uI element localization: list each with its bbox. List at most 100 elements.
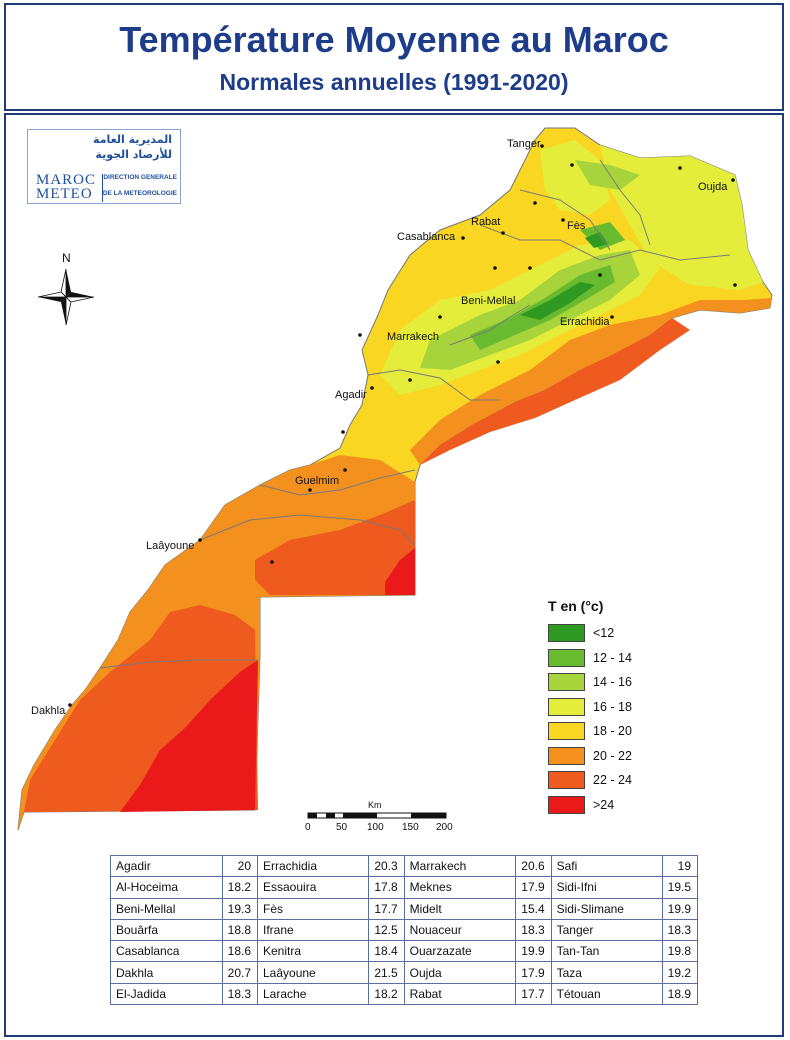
station-name-cell: Sidi-Slimane xyxy=(550,897,663,920)
station-name-cell: Ifrane xyxy=(256,918,370,942)
station-name-cell: El-Jadida xyxy=(110,982,223,1006)
city-label-laayoune: Laâyoune xyxy=(146,540,195,552)
scale-tick: 0 xyxy=(305,822,311,833)
city-label-rabat: Rabat xyxy=(471,216,501,228)
station-name-cell: Al-Hoceima xyxy=(110,876,223,899)
station-name-cell: Kenitra xyxy=(256,940,370,963)
station-name-cell: Errachidia xyxy=(256,854,370,878)
legend-swatch xyxy=(548,648,585,667)
station-value-cell: 17.9 xyxy=(515,876,552,899)
station-name-cell: Fès xyxy=(256,897,370,920)
zone-below-12-atlas xyxy=(520,282,595,320)
station-value-cell: 18.3 xyxy=(515,918,552,942)
city-label-oujda: Oujda xyxy=(698,181,728,193)
legend-label: <12 xyxy=(593,626,615,640)
legend-label: >24 xyxy=(593,797,615,812)
logo-brand-maroc: MAROC xyxy=(36,172,97,188)
logo-arabic-line2: للأرصاد الجوية xyxy=(95,148,172,161)
legend-item: 22 - 24 xyxy=(548,771,698,791)
station-value-cell: 19.9 xyxy=(661,897,699,920)
legend-label: 18 - 20 xyxy=(593,724,632,738)
station-name-cell: Sidi-Ifni xyxy=(550,876,663,899)
zone-below-12-ifrane xyxy=(585,232,608,248)
zone-14-16-rif xyxy=(575,160,640,190)
station-value-cell: 18.3 xyxy=(661,918,699,942)
station-value-cell: 17.8 xyxy=(368,876,405,899)
station-name-cell: Tanger xyxy=(550,918,663,942)
header-panel: Température Moyenne au Maroc Normales an… xyxy=(4,3,784,111)
station-value-cell: 19.8 xyxy=(661,940,699,963)
station-value-cell: 20.3 xyxy=(368,854,405,878)
station-name-cell: Meknes xyxy=(403,876,517,899)
scale-bar xyxy=(307,812,447,819)
station-value-cell: 19.5 xyxy=(661,876,699,899)
legend-swatch xyxy=(548,722,585,740)
station-value-cell: 18.4 xyxy=(368,940,405,963)
station-name-cell: Rabat xyxy=(403,982,517,1006)
legend-item: >24 xyxy=(548,795,698,816)
scale-tick: 150 xyxy=(402,822,419,833)
station-name-cell: Nouaceur xyxy=(403,918,517,942)
legend-swatch xyxy=(548,697,585,716)
station-value-cell: 12.5 xyxy=(368,918,405,942)
station-name-cell: Laâyoune xyxy=(256,961,370,984)
station-value-cell: 19.3 xyxy=(221,897,259,920)
station-value-cell: 20 xyxy=(221,854,259,878)
legend-swatch xyxy=(548,624,585,642)
map-title: Température Moyenne au Maroc xyxy=(119,19,669,60)
legend-title: T en (°c) xyxy=(548,598,604,614)
dgm-logo: المديرية العامة للأرصاد الجوية DIRECTION… xyxy=(27,129,181,204)
scale-tick: 200 xyxy=(436,822,453,833)
station-name-cell: Safi xyxy=(550,854,663,878)
legend-swatch xyxy=(548,673,585,691)
zone-above-24-south xyxy=(120,660,258,812)
legend-item: 16 - 18 xyxy=(548,697,698,718)
station-value-cell: 20.6 xyxy=(515,854,552,878)
legend-label: 22 - 24 xyxy=(593,773,632,787)
station-name-cell: Beni-Mellal xyxy=(110,897,223,920)
station-temperature-table: Agadir 20 Errachidia 20.3 Marrakech 20.6 Safi 1… xyxy=(110,854,699,1006)
table-row: Casablanca 18.6 Kenitra 18.4 Ouarzazate 19.9 T… xyxy=(110,940,699,963)
station-value-cell: 18.3 xyxy=(221,982,259,1006)
region-boundaries xyxy=(99,159,731,669)
compass-north-label: N xyxy=(62,251,71,265)
table-row: Al-Hoceima 18.2 Essaouira 17.8 Meknes 17.9 Sid… xyxy=(110,876,699,899)
legend-item: 20 - 22 xyxy=(548,746,698,767)
station-name-cell: Bouârfa xyxy=(110,918,223,942)
station-value-cell: 18.6 xyxy=(221,940,259,963)
city-label-beni-mellal: Beni-Mellal xyxy=(461,295,516,307)
compass-rose-icon xyxy=(37,268,95,326)
legend-label: 12 - 14 xyxy=(593,650,632,665)
logo-arabic-line1: المديرية العامة xyxy=(93,133,172,146)
legend-label: 20 - 22 xyxy=(593,748,632,763)
logo-french-line1: DIRECTION GENERALE xyxy=(103,174,177,181)
legend-item: 12 - 14 xyxy=(548,648,698,669)
zone-16-18-northeast xyxy=(600,145,763,290)
table-row: El-Jadida 18.3 Larache 18.2 Rabat 17.7 Tétouan… xyxy=(110,982,699,1006)
station-name-cell: Taza xyxy=(550,961,663,984)
city-label-errachidia: Errachidia xyxy=(560,316,610,328)
station-name-cell: Casablanca xyxy=(110,940,223,963)
station-value-cell: 17.9 xyxy=(515,961,552,984)
station-value-cell: 17.7 xyxy=(515,982,552,1006)
table-row: Bouârfa 18.8 Ifrane 12.5 Nouaceur 18.3 Tanger 1… xyxy=(110,918,699,942)
station-name-cell: Oujda xyxy=(403,961,517,984)
city-label-fes: Fès xyxy=(567,220,586,232)
logo-separator xyxy=(102,174,103,202)
legend-swatch xyxy=(548,795,585,814)
table-row: Dakhla 20.7 Laâyoune 21.5 Oujda 17.9 Taza 19.2 xyxy=(110,961,699,984)
city-label-casablanca: Casablanca xyxy=(397,231,456,243)
station-name-cell: Ouarzazate xyxy=(403,940,517,963)
scale-tick: 50 xyxy=(336,822,348,833)
station-value-cell: 15.4 xyxy=(515,897,552,920)
station-value-cell: 18.8 xyxy=(221,918,259,942)
station-value-cell: 20.7 xyxy=(221,961,259,984)
station-value-cell: 19.9 xyxy=(515,940,552,963)
zone-22-24-east xyxy=(420,318,690,465)
station-name-cell: Tétouan xyxy=(550,982,663,1006)
scale-unit: Km xyxy=(368,800,382,810)
station-name-cell: Essaouira xyxy=(256,876,370,899)
station-name-cell: Agadir xyxy=(110,854,223,878)
station-value-cell: 18.9 xyxy=(661,982,699,1006)
